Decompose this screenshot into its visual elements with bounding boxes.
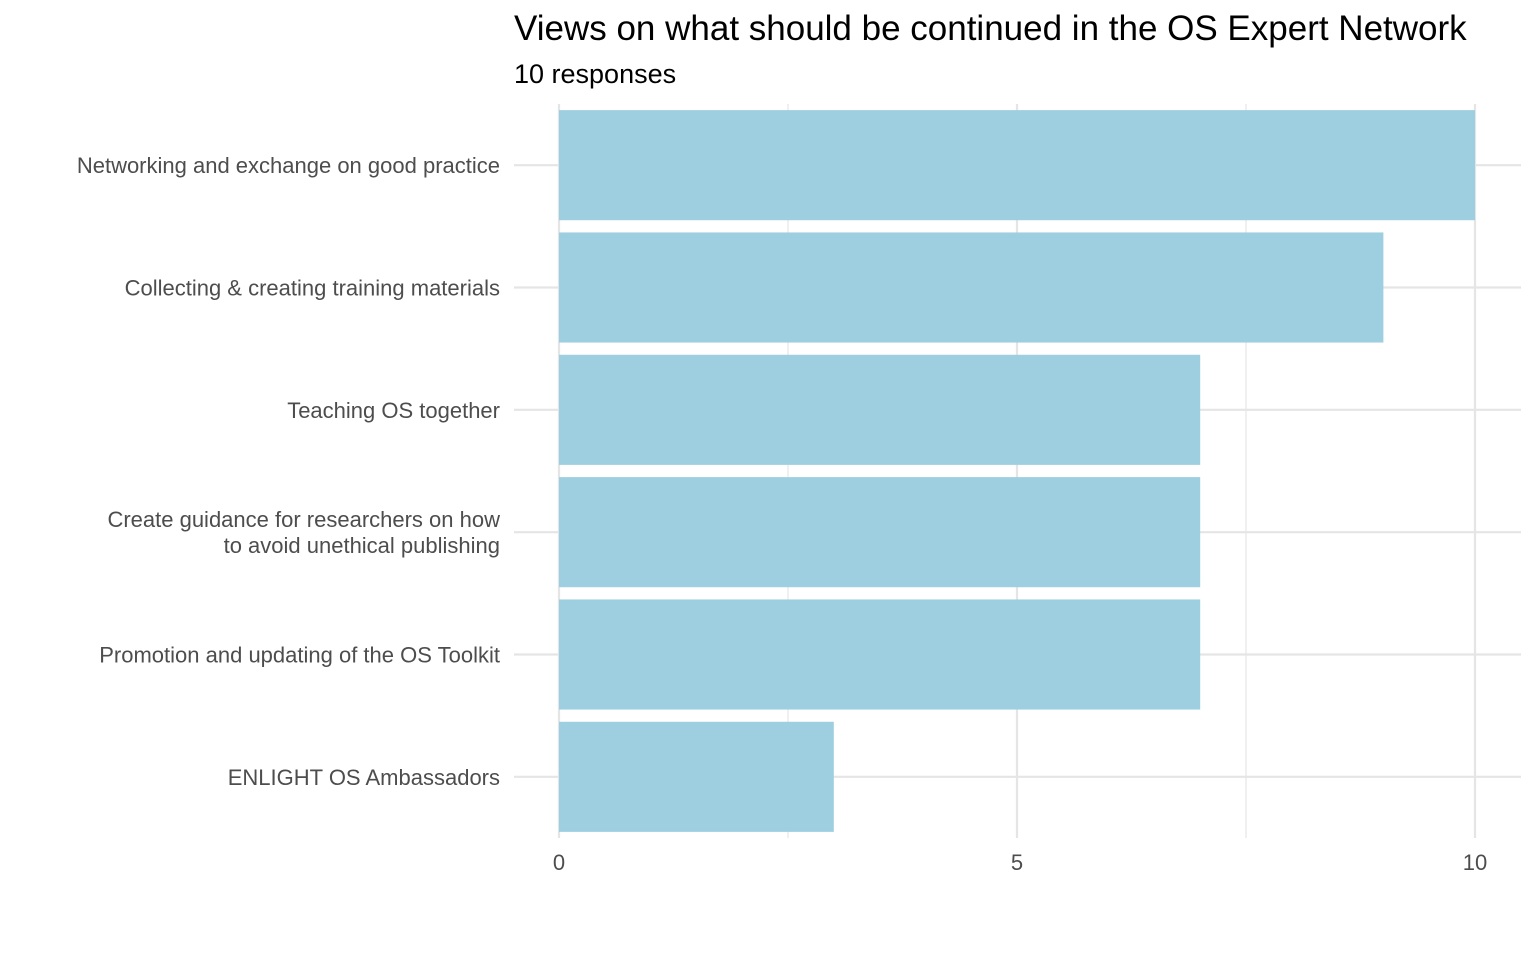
chart-title: Views on what should be continued in the…	[514, 9, 1467, 48]
bar	[559, 599, 1201, 710]
x-tick-label: 0	[553, 850, 565, 875]
bar	[559, 232, 1384, 343]
x-tick-label: 5	[1011, 850, 1023, 875]
bar	[559, 110, 1475, 221]
y-tick-label: ENLIGHT OS Ambassadors	[228, 765, 500, 790]
x-tick-label: 10	[1463, 850, 1487, 875]
y-tick-label: Networking and exchange on good practice	[77, 153, 500, 178]
y-tick-label: Create guidance for researchers on how to…	[107, 507, 500, 558]
y-tick-label: Collecting & creating training materials	[125, 276, 500, 301]
y-tick-label: Promotion and updating of the OS Toolkit	[99, 643, 500, 668]
bar	[559, 477, 1201, 588]
chart-subtitle: 10 responses	[514, 59, 676, 89]
bars	[559, 110, 1475, 832]
y-axis-labels: Networking and exchange on good practice…	[77, 153, 500, 790]
bar	[559, 354, 1201, 465]
x-axis-ticks: 0 5 10	[553, 850, 1487, 875]
bar	[559, 721, 834, 832]
y-tick-label: Teaching OS together	[287, 398, 500, 423]
